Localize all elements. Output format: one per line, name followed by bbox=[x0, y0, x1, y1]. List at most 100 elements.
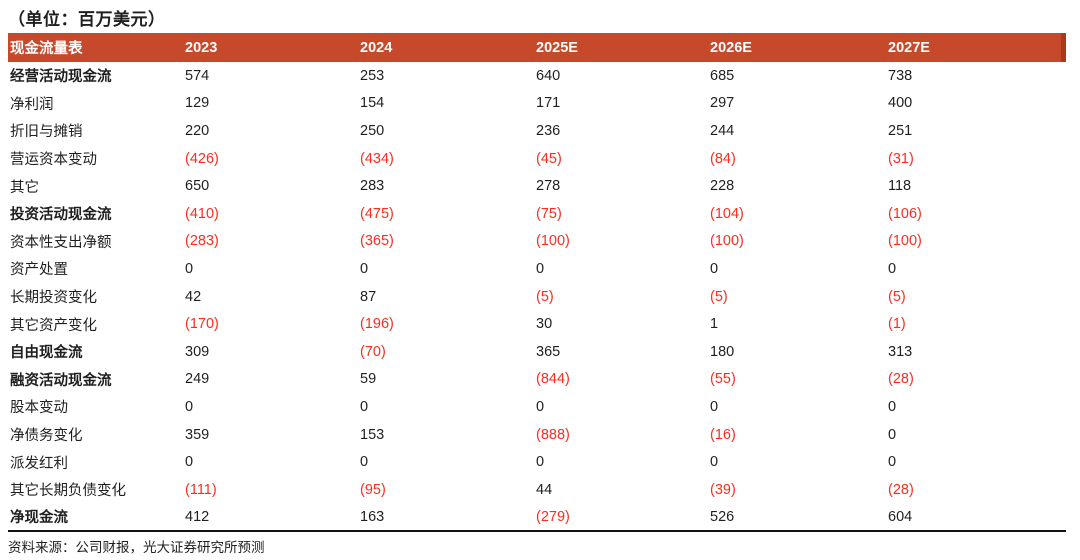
cell-value: 250 bbox=[360, 117, 536, 145]
cell-value: 0 bbox=[888, 448, 1066, 476]
cell-value: (5) bbox=[710, 282, 888, 311]
cell-value: 0 bbox=[360, 393, 536, 421]
row-label: 其它 bbox=[8, 172, 185, 200]
cell-value: 0 bbox=[185, 448, 360, 476]
cell-value: (70) bbox=[360, 337, 536, 366]
table-row: 其它 650 283 278 228 118 bbox=[8, 172, 1066, 200]
row-label: 资本性支出净额 bbox=[8, 227, 185, 256]
cell-value: 0 bbox=[185, 393, 360, 421]
column-header-2026e: 2026E bbox=[710, 33, 888, 62]
cell-value: 297 bbox=[710, 89, 888, 118]
cell-value: (100) bbox=[710, 227, 888, 256]
cell-value: 42 bbox=[185, 282, 360, 311]
row-label: 净利润 bbox=[8, 89, 185, 118]
cell-value: 180 bbox=[710, 337, 888, 366]
cell-value: 0 bbox=[360, 255, 536, 283]
cell-value: (111) bbox=[185, 475, 360, 504]
cell-value: (434) bbox=[360, 144, 536, 173]
cell-value: 0 bbox=[710, 448, 888, 476]
cell-value: 251 bbox=[888, 117, 1066, 145]
table-row: 净债务变化 359 153 (888) (16) 0 bbox=[8, 420, 1066, 449]
cell-value: (410) bbox=[185, 199, 360, 228]
table-row: 派发红利 0 0 0 0 0 bbox=[8, 448, 1066, 476]
row-label: 折旧与摊销 bbox=[8, 117, 185, 145]
cell-value: 30 bbox=[536, 310, 710, 338]
cell-value: (475) bbox=[360, 199, 536, 228]
cell-value: 278 bbox=[536, 172, 710, 200]
cashflow-table: 现金流量表 2023 2024 2025E 2026E 2027E 经营活动现金… bbox=[8, 33, 1066, 533]
cell-value: 359 bbox=[185, 420, 360, 449]
cell-value: 0 bbox=[888, 420, 1066, 449]
table-row: 自由现金流 309 (70) 365 180 313 bbox=[8, 337, 1066, 366]
column-header-2027e: 2027E bbox=[888, 33, 1066, 62]
row-label: 融资活动现金流 bbox=[8, 365, 185, 394]
row-label: 净债务变化 bbox=[8, 420, 185, 449]
cell-value: (75) bbox=[536, 199, 710, 228]
cell-value: 0 bbox=[710, 255, 888, 283]
cell-value: (426) bbox=[185, 144, 360, 173]
table-row: 投资活动现金流 (410) (475) (75) (104) (106) bbox=[8, 199, 1066, 228]
cell-value: 640 bbox=[536, 62, 710, 90]
table-row: 营运资本变动 (426) (434) (45) (84) (31) bbox=[8, 144, 1066, 173]
cell-value: 365 bbox=[536, 337, 710, 366]
column-header-2023: 2023 bbox=[185, 33, 360, 62]
cell-value: (84) bbox=[710, 144, 888, 173]
cell-value: (106) bbox=[888, 199, 1066, 228]
cell-value: 0 bbox=[360, 448, 536, 476]
row-label: 其它资产变化 bbox=[8, 310, 185, 338]
cell-value: (28) bbox=[888, 475, 1066, 504]
cashflow-table-wrap: 现金流量表 2023 2024 2025E 2026E 2027E 经营活动现金… bbox=[8, 33, 1066, 533]
row-label: 长期投资变化 bbox=[8, 282, 185, 311]
row-label: 营运资本变动 bbox=[8, 144, 185, 173]
cell-value: 0 bbox=[536, 255, 710, 283]
table-row: 资产处置 0 0 0 0 0 bbox=[8, 255, 1066, 283]
table-body: 经营活动现金流 574 253 640 685 738 净利润 129 154 171 297 400… bbox=[8, 62, 1066, 532]
cell-value: 685 bbox=[710, 62, 888, 90]
table-row: 折旧与摊销 220 250 236 244 251 bbox=[8, 117, 1066, 145]
cell-value: (28) bbox=[888, 365, 1066, 394]
cell-value: (100) bbox=[536, 227, 710, 256]
table-row: 其它长期负债变化 (111) (95) 44 (39) (28) bbox=[8, 475, 1066, 504]
cell-value: (283) bbox=[185, 227, 360, 256]
cell-value: 309 bbox=[185, 337, 360, 366]
cell-value: 650 bbox=[185, 172, 360, 200]
cell-value: (100) bbox=[888, 227, 1066, 256]
cell-value: (1) bbox=[888, 310, 1066, 338]
cell-value: 0 bbox=[710, 393, 888, 421]
cell-value: 0 bbox=[536, 393, 710, 421]
cell-value: 220 bbox=[185, 117, 360, 145]
cell-value: 0 bbox=[536, 448, 710, 476]
row-label: 股本变动 bbox=[8, 393, 185, 421]
cell-value: 0 bbox=[888, 255, 1066, 283]
table-row: 长期投资变化 42 87 (5) (5) (5) bbox=[8, 282, 1066, 311]
cell-value: (39) bbox=[710, 475, 888, 504]
table-row: 净现金流 412 163 (279) 526 604 bbox=[8, 503, 1066, 532]
cell-value: (888) bbox=[536, 420, 710, 449]
cell-value: (16) bbox=[710, 420, 888, 449]
cell-value: (170) bbox=[185, 310, 360, 338]
cell-value: 0 bbox=[185, 255, 360, 283]
row-label: 自由现金流 bbox=[8, 337, 185, 366]
cell-value: 44 bbox=[536, 475, 710, 504]
table-row: 净利润 129 154 171 297 400 bbox=[8, 89, 1066, 118]
row-label: 资产处置 bbox=[8, 255, 185, 283]
row-label: 净现金流 bbox=[8, 503, 185, 532]
cell-value: 526 bbox=[710, 503, 888, 532]
cell-value: 236 bbox=[536, 117, 710, 145]
cell-value: (5) bbox=[536, 282, 710, 311]
row-label: 投资活动现金流 bbox=[8, 199, 185, 228]
cell-value: 87 bbox=[360, 282, 536, 311]
cell-value: (365) bbox=[360, 227, 536, 256]
cell-value: (844) bbox=[536, 365, 710, 394]
cell-value: 249 bbox=[185, 365, 360, 394]
cell-value: 118 bbox=[888, 172, 1066, 200]
cell-value: 738 bbox=[888, 62, 1066, 90]
column-header-2024: 2024 bbox=[360, 33, 536, 62]
row-label: 派发红利 bbox=[8, 448, 185, 476]
cell-value: 244 bbox=[710, 117, 888, 145]
cell-value: 1 bbox=[710, 310, 888, 338]
cell-value: 253 bbox=[360, 62, 536, 90]
cell-value: (31) bbox=[888, 144, 1066, 173]
cell-value: 574 bbox=[185, 62, 360, 90]
